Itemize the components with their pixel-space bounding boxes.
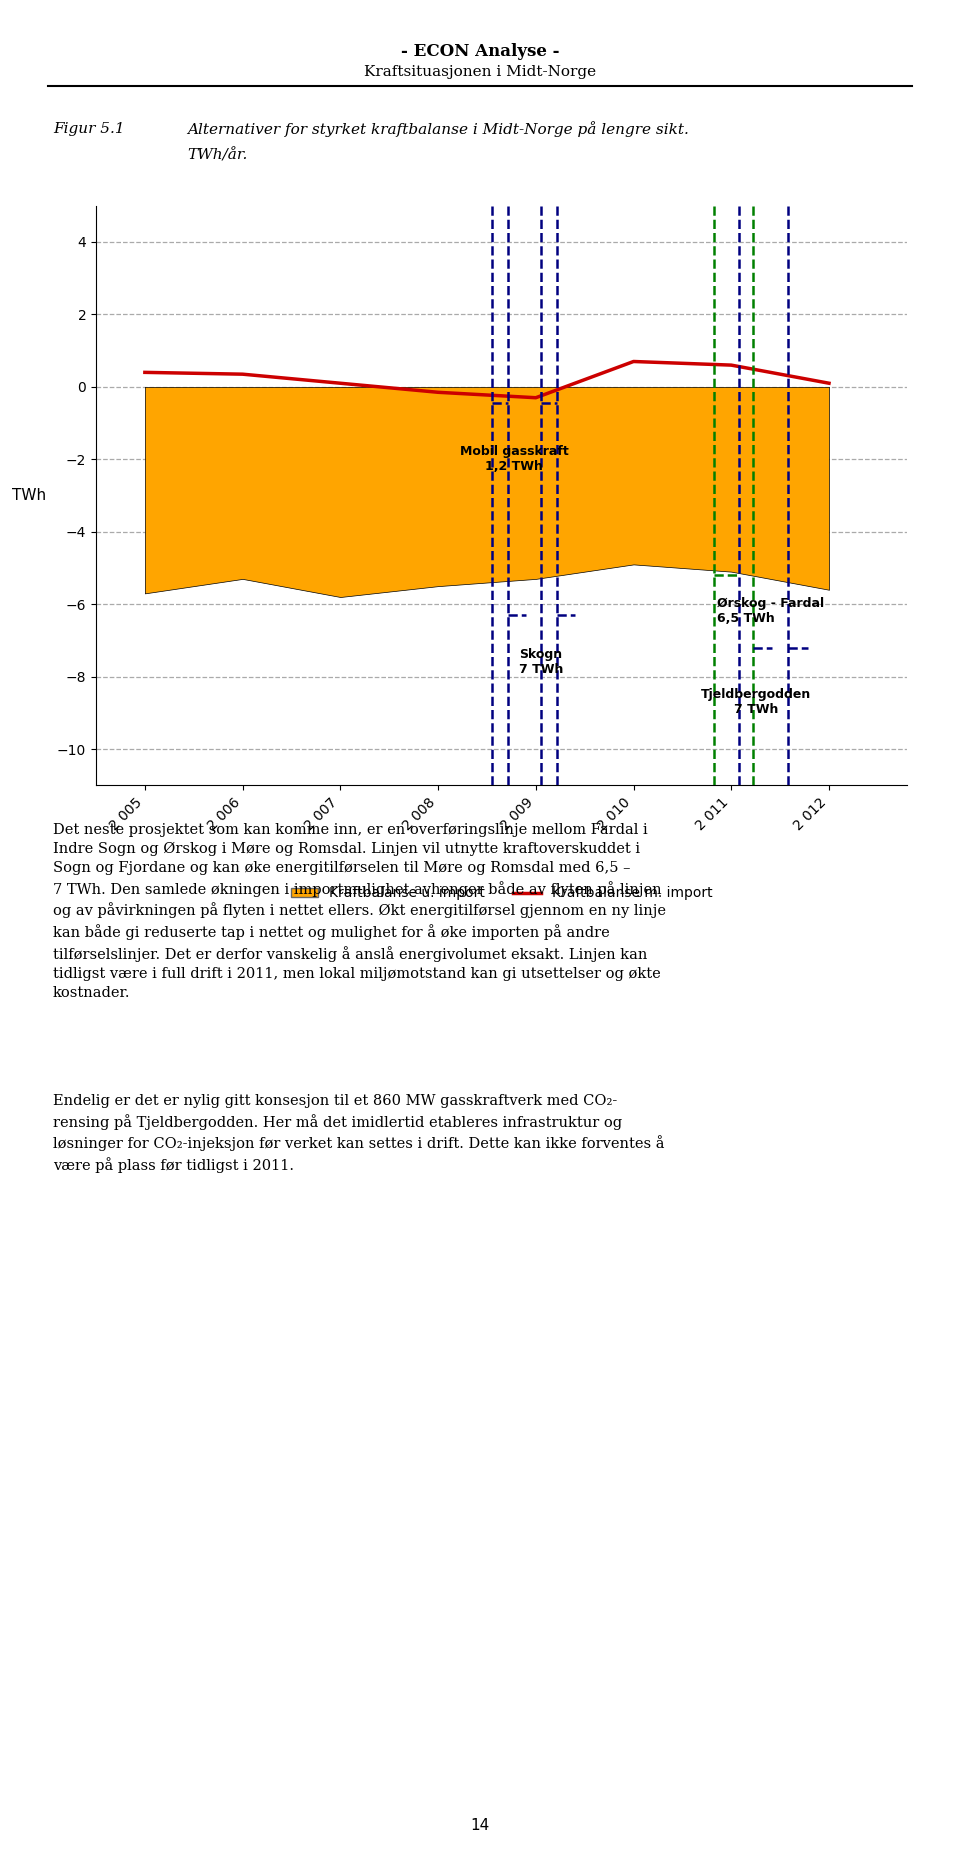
Text: Figur 5.1: Figur 5.1 <box>53 122 125 135</box>
Y-axis label: TWh: TWh <box>12 488 46 503</box>
Text: 14: 14 <box>470 1818 490 1833</box>
Text: Alternativer for styrket kraftbalanse i Midt-Norge på lengre sikt.: Alternativer for styrket kraftbalanse i … <box>187 122 689 137</box>
Text: Mobil gasskraft
1,2 TWh: Mobil gasskraft 1,2 TWh <box>460 445 568 473</box>
Text: Kraftsituasjonen i Midt-Norge: Kraftsituasjonen i Midt-Norge <box>364 65 596 79</box>
Text: - ECON Analyse -: - ECON Analyse - <box>400 43 560 60</box>
Text: Endelig er det er nylig gitt konsesjon til et 860 MW gasskraftverk med CO₂-
rens: Endelig er det er nylig gitt konsesjon t… <box>53 1094 664 1172</box>
Text: Tjeldbergodden
7 TWh: Tjeldbergodden 7 TWh <box>701 688 811 716</box>
Text: Det neste prosjektet som kan komme inn, er en overføringslinje mellom Fardal i
I: Det neste prosjektet som kan komme inn, … <box>53 823 666 1000</box>
Text: TWh/år.: TWh/år. <box>187 148 248 163</box>
Text: Ørskog - Fardal
6,5 TWh: Ørskog - Fardal 6,5 TWh <box>716 597 824 625</box>
Legend: Kraftbalanse u. import, Kraftbalanse m. import: Kraftbalanse u. import, Kraftbalanse m. … <box>285 881 718 905</box>
Text: Skogn
7 TWh: Skogn 7 TWh <box>518 647 563 675</box>
